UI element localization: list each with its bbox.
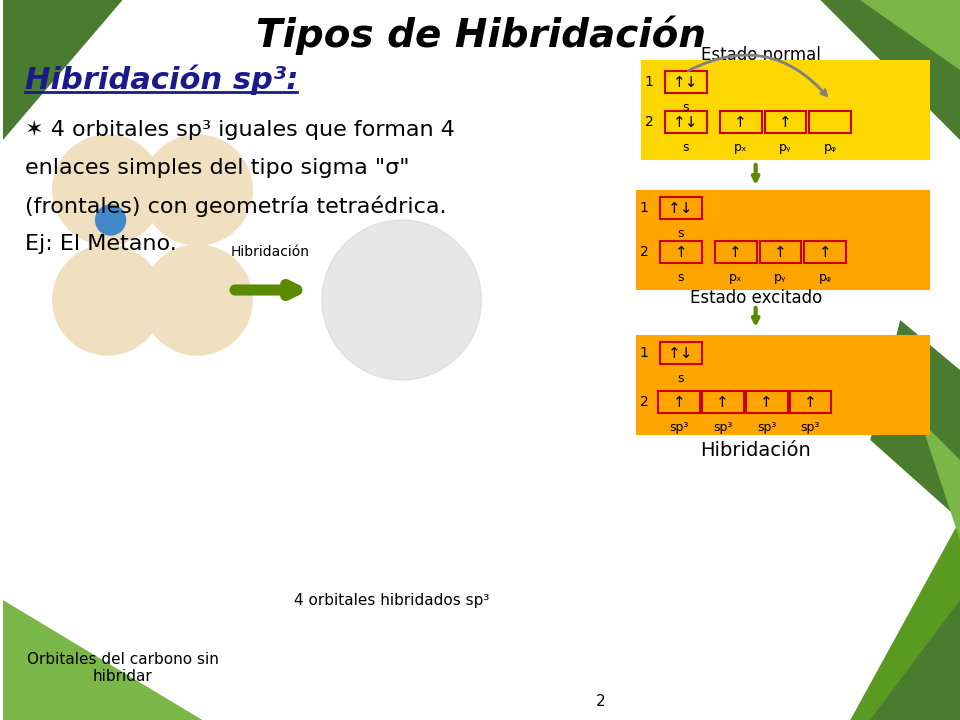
- Text: (frontales) con geometría tetraédrica.: (frontales) con geometría tetraédrica.: [25, 195, 446, 217]
- Text: ↑: ↑: [716, 395, 729, 410]
- Text: 2: 2: [639, 395, 648, 409]
- Polygon shape: [751, 0, 960, 140]
- FancyBboxPatch shape: [665, 111, 707, 133]
- Text: ↑: ↑: [730, 245, 742, 259]
- Text: s: s: [678, 372, 684, 385]
- Text: ↑: ↑: [819, 245, 831, 259]
- Text: 2: 2: [639, 245, 648, 259]
- Polygon shape: [871, 320, 960, 520]
- FancyBboxPatch shape: [702, 391, 744, 413]
- Text: Tipos de Hibridación: Tipos de Hibridación: [256, 15, 707, 55]
- FancyBboxPatch shape: [636, 335, 930, 435]
- Text: Orbitales del carbono sin
hibridar: Orbitales del carbono sin hibridar: [27, 652, 219, 684]
- Text: ↑↓: ↑↓: [673, 114, 699, 130]
- Text: pᵩ: pᵩ: [819, 271, 832, 284]
- Text: pₓ: pₓ: [729, 271, 742, 284]
- Polygon shape: [751, 520, 960, 720]
- Circle shape: [322, 220, 482, 380]
- Text: ↑↓: ↑↓: [673, 74, 699, 89]
- FancyBboxPatch shape: [660, 197, 702, 219]
- FancyBboxPatch shape: [809, 111, 852, 133]
- Text: sp³: sp³: [801, 421, 820, 434]
- Text: 2: 2: [596, 695, 606, 709]
- Text: Estado normal: Estado normal: [701, 46, 821, 64]
- Text: Estado excitado: Estado excitado: [689, 289, 822, 307]
- Text: 4 orbitales hibridados sp³: 4 orbitales hibridados sp³: [294, 593, 490, 608]
- FancyBboxPatch shape: [660, 241, 702, 263]
- Text: Hibridación sp³:: Hibridación sp³:: [25, 65, 299, 95]
- Text: ↑: ↑: [734, 114, 747, 130]
- Text: ↑↓: ↑↓: [668, 200, 694, 215]
- Text: sp³: sp³: [669, 421, 688, 434]
- FancyBboxPatch shape: [660, 342, 702, 364]
- Text: Hibridación: Hibridación: [230, 245, 310, 259]
- Text: ↑: ↑: [780, 114, 792, 130]
- FancyBboxPatch shape: [715, 241, 756, 263]
- Text: s: s: [683, 141, 689, 154]
- Text: ↑↓: ↑↓: [668, 346, 694, 361]
- Text: ✶ 4 orbitales sp³ iguales que forman 4: ✶ 4 orbitales sp³ iguales que forman 4: [25, 120, 455, 140]
- Text: Ej: El Metano.: Ej: El Metano.: [25, 234, 177, 254]
- FancyBboxPatch shape: [804, 241, 847, 263]
- Circle shape: [53, 245, 162, 355]
- FancyBboxPatch shape: [720, 111, 761, 133]
- Text: Hibridación: Hibridación: [700, 441, 811, 459]
- FancyBboxPatch shape: [641, 60, 930, 160]
- FancyBboxPatch shape: [764, 111, 806, 133]
- Text: 2: 2: [644, 115, 654, 129]
- Text: s: s: [678, 227, 684, 240]
- FancyBboxPatch shape: [658, 391, 700, 413]
- Text: ↑: ↑: [760, 395, 773, 410]
- Circle shape: [142, 245, 252, 355]
- Text: 1: 1: [639, 346, 648, 360]
- Polygon shape: [920, 420, 960, 540]
- Polygon shape: [3, 600, 203, 720]
- Text: ↑: ↑: [675, 245, 687, 259]
- Text: sp³: sp³: [713, 421, 732, 434]
- Circle shape: [96, 205, 126, 235]
- Text: sp³: sp³: [756, 421, 777, 434]
- FancyBboxPatch shape: [636, 190, 930, 290]
- Text: s: s: [683, 101, 689, 114]
- Polygon shape: [3, 0, 123, 140]
- Text: 1: 1: [644, 75, 654, 89]
- Text: ↑: ↑: [774, 245, 787, 259]
- Text: pₓ: pₓ: [734, 141, 748, 154]
- Circle shape: [142, 135, 252, 245]
- Text: s: s: [678, 271, 684, 284]
- Text: 1: 1: [639, 201, 648, 215]
- Polygon shape: [860, 0, 960, 70]
- FancyBboxPatch shape: [665, 71, 707, 93]
- Text: pᵧ: pᵧ: [774, 271, 787, 284]
- Text: ↑: ↑: [673, 395, 685, 410]
- Polygon shape: [871, 600, 960, 720]
- Text: pᵧ: pᵧ: [780, 141, 792, 154]
- Circle shape: [53, 135, 162, 245]
- FancyBboxPatch shape: [759, 241, 802, 263]
- Text: enlaces simples del tipo sigma "σ": enlaces simples del tipo sigma "σ": [25, 158, 409, 178]
- FancyBboxPatch shape: [789, 391, 831, 413]
- Text: pᵩ: pᵩ: [824, 141, 837, 154]
- Text: ↑: ↑: [804, 395, 817, 410]
- FancyBboxPatch shape: [746, 391, 787, 413]
